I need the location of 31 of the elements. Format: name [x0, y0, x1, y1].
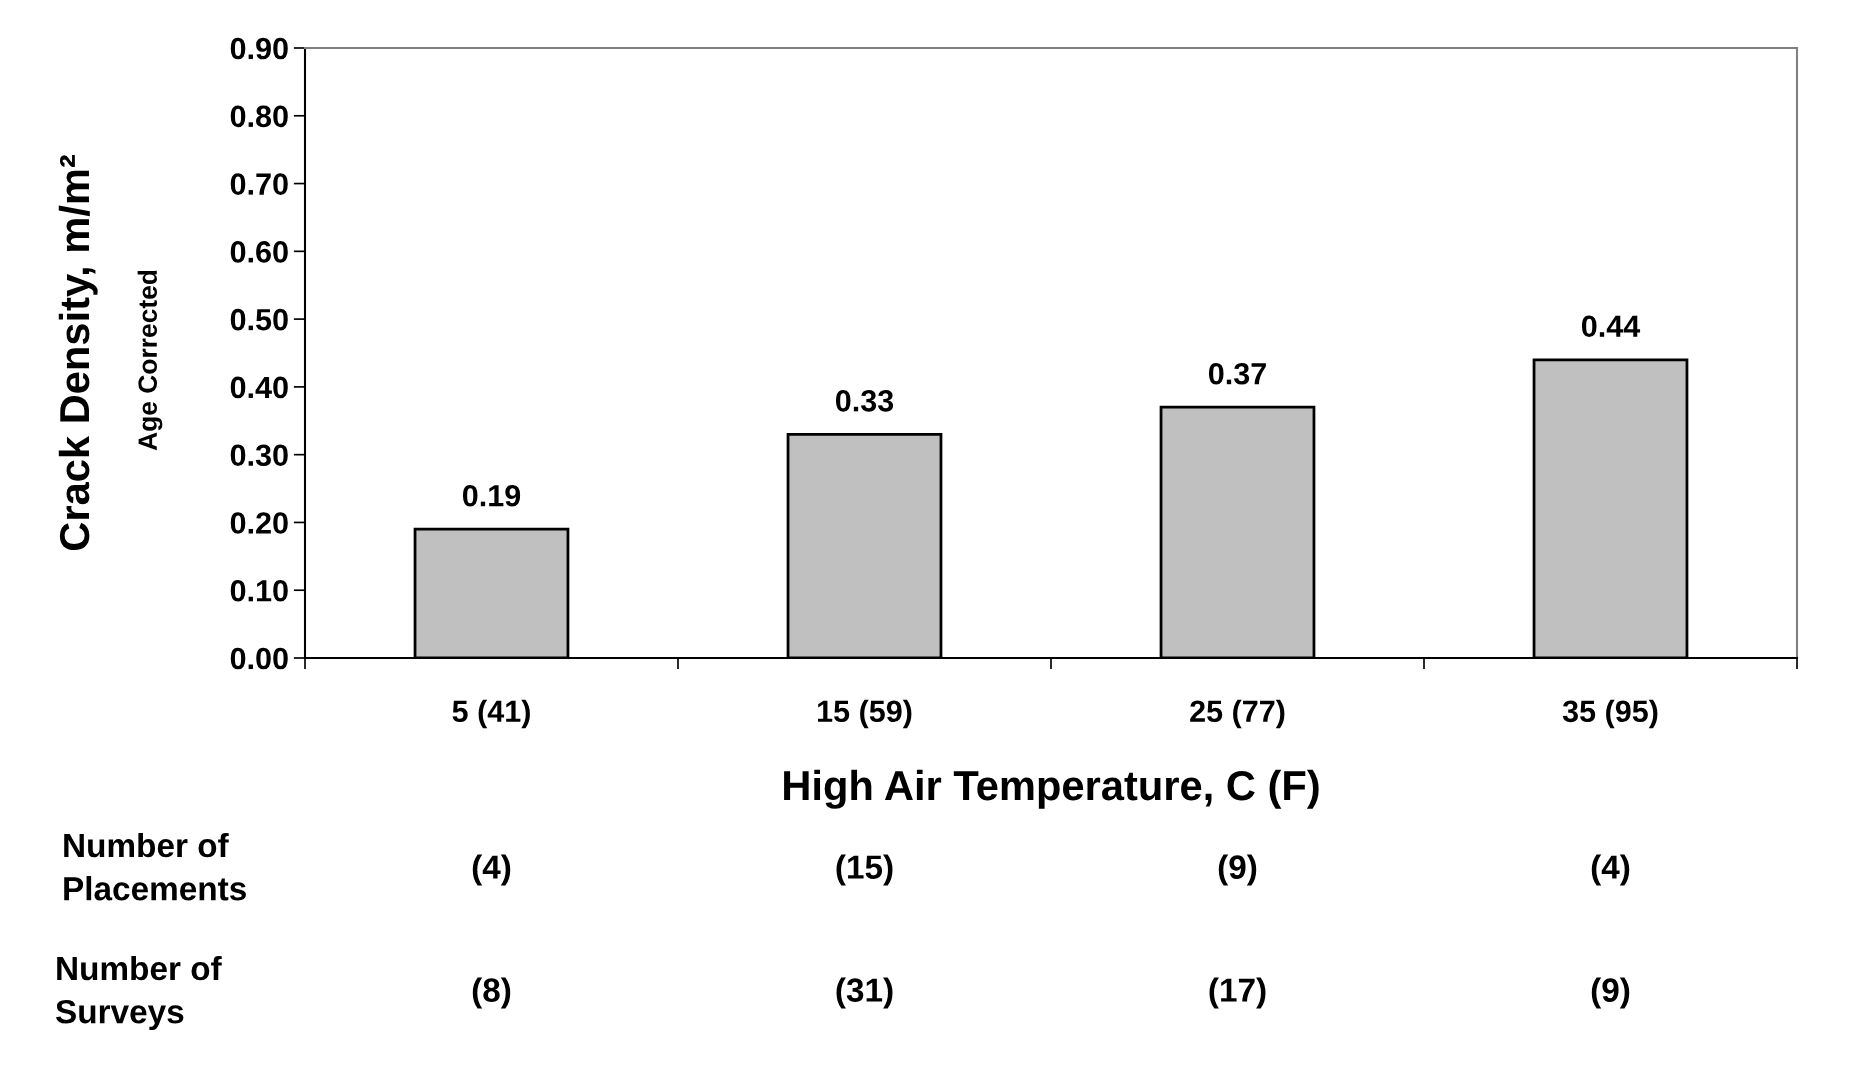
- y-tick-label: 0.40: [230, 376, 288, 399]
- text: (15): [836, 854, 893, 886]
- x-tick-label: 35 (95): [1562, 699, 1658, 729]
- text: Number of Placements: [64, 832, 246, 901]
- x-tick-label: 5 (41): [452, 699, 530, 729]
- y-tick-label: 0.30: [230, 444, 288, 467]
- data-label: 0.44: [1581, 315, 1641, 338]
- text: (31): [836, 977, 893, 1009]
- x-tick-label: 25 (77): [1190, 699, 1285, 729]
- y-tick-label: 0.80: [230, 105, 288, 128]
- y-tick-label: 0.10: [230, 579, 288, 602]
- text: (8): [472, 977, 511, 1009]
- y-tick-label: 0.50: [230, 308, 288, 331]
- y-tick-label: 0.90: [230, 37, 288, 60]
- x-axis-title: High Air Temperature, C (F): [784, 769, 1319, 809]
- y-tick-label: 0.00: [230, 647, 288, 670]
- x-tick-label: 15 (59): [818, 699, 912, 729]
- text: (4): [1591, 854, 1630, 886]
- text: (9): [1591, 977, 1630, 1009]
- data-label: 0.19: [462, 484, 521, 507]
- text: Number of Surveys: [55, 955, 222, 1031]
- data-label: 0.33: [835, 389, 894, 412]
- y-tick-label: 0.60: [230, 241, 288, 263]
- y-tick-label: 0.70: [230, 173, 288, 195]
- text: (17): [1209, 977, 1266, 1009]
- y-tick-label: 0.20: [230, 512, 288, 534]
- text: (4): [472, 854, 511, 886]
- data-label: 0.37: [1208, 362, 1266, 385]
- y-axis-title: Crack Density, m/m²: [58, 155, 98, 551]
- text: (9): [1218, 854, 1257, 886]
- text: Age Corrected: [137, 270, 163, 451]
